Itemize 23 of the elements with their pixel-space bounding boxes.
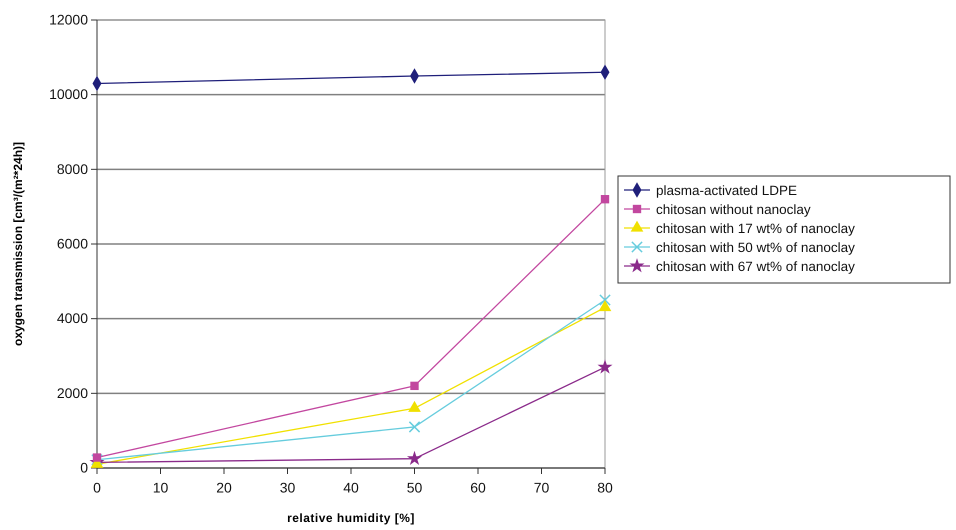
legend-label: chitosan with 50 wt% of nanoclay xyxy=(656,240,856,255)
y-tick-label: 6000 xyxy=(56,235,88,252)
x-tick-label: 70 xyxy=(534,479,550,496)
x-tick-label: 40 xyxy=(343,479,359,496)
x-tick-label: 50 xyxy=(406,479,422,496)
legend-label: plasma-activated LDPE xyxy=(656,183,798,198)
x-axis-title: relative humidity [%] xyxy=(287,511,415,525)
x-tick-label: 60 xyxy=(470,479,486,496)
y-tick-label: 8000 xyxy=(56,160,88,177)
x-tick-label: 0 xyxy=(93,479,102,496)
x-tick-label: 80 xyxy=(597,479,613,496)
x-tick-label: 30 xyxy=(280,479,296,496)
y-tick-label: 10000 xyxy=(49,86,88,102)
y-tick-label: 12000 xyxy=(49,11,88,28)
x-tick-label: 20 xyxy=(216,479,232,496)
y-tick-label: 2000 xyxy=(56,384,88,401)
y-tick-label: 4000 xyxy=(56,310,88,326)
y-tick-label: 0 xyxy=(80,459,88,476)
x-tick-label: 10 xyxy=(152,479,168,496)
legend-label: chitosan with 67 wt% of nanoclay xyxy=(656,259,856,274)
y-axis-title: oxygen transmission [cm³/(m²*24h)] xyxy=(11,142,25,346)
legend-label: chitosan without nanoclay xyxy=(656,202,811,217)
legend-label: chitosan with 17 wt% of nanoclay xyxy=(656,221,856,236)
